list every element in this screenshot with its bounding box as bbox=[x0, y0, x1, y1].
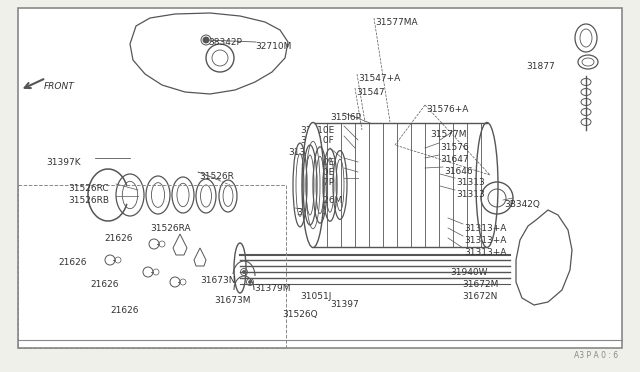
Text: 31410F: 31410F bbox=[300, 136, 333, 145]
Text: 31577MA: 31577MA bbox=[375, 18, 418, 27]
Text: 31084: 31084 bbox=[296, 208, 324, 217]
Text: FRONT: FRONT bbox=[44, 82, 75, 91]
Circle shape bbox=[243, 270, 246, 273]
Circle shape bbox=[248, 280, 252, 283]
Text: 31526M: 31526M bbox=[306, 196, 342, 205]
Text: 31526R: 31526R bbox=[199, 172, 234, 181]
Text: 31877: 31877 bbox=[526, 62, 555, 71]
Text: 31410E: 31410E bbox=[300, 168, 334, 177]
Bar bbox=[18, 185, 286, 348]
Ellipse shape bbox=[302, 122, 324, 247]
Text: 31397K: 31397K bbox=[46, 158, 81, 167]
Text: 21626: 21626 bbox=[104, 234, 132, 243]
Text: 21626: 21626 bbox=[58, 258, 86, 267]
Text: 31526RB: 31526RB bbox=[68, 196, 109, 205]
Text: 31313+A: 31313+A bbox=[464, 248, 506, 257]
Text: 31344: 31344 bbox=[288, 148, 317, 157]
Text: 31313: 31313 bbox=[456, 190, 484, 199]
Text: 21626: 21626 bbox=[110, 306, 138, 315]
Circle shape bbox=[203, 37, 209, 43]
Text: 31397: 31397 bbox=[330, 300, 359, 309]
Text: 31672N: 31672N bbox=[462, 292, 497, 301]
Text: 31577M: 31577M bbox=[430, 130, 467, 139]
Text: A3 P A 0 : 6: A3 P A 0 : 6 bbox=[574, 351, 618, 360]
Text: 31940W: 31940W bbox=[450, 268, 488, 277]
Text: 31526RC: 31526RC bbox=[68, 184, 109, 193]
Text: 31313: 31313 bbox=[456, 178, 484, 187]
Text: 31547+A: 31547+A bbox=[358, 74, 400, 83]
Text: 31547: 31547 bbox=[356, 88, 385, 97]
Text: 32710M: 32710M bbox=[255, 42, 291, 51]
Text: 31646: 31646 bbox=[444, 167, 472, 176]
Text: 31379M: 31379M bbox=[254, 284, 291, 293]
Text: 31410E: 31410E bbox=[300, 158, 334, 167]
Text: 31526Q: 31526Q bbox=[282, 310, 317, 319]
Text: 31410E: 31410E bbox=[300, 126, 334, 135]
Text: 31517P: 31517P bbox=[300, 178, 334, 187]
Text: 3B342Q: 3B342Q bbox=[504, 200, 540, 209]
Text: 31647: 31647 bbox=[440, 155, 468, 164]
Text: 31313+A: 31313+A bbox=[464, 236, 506, 245]
Text: 315l6P: 315l6P bbox=[330, 113, 361, 122]
Text: 31576+A: 31576+A bbox=[426, 105, 468, 114]
Text: 21626: 21626 bbox=[90, 280, 118, 289]
Text: 31526RA: 31526RA bbox=[150, 224, 191, 233]
Text: 31673N: 31673N bbox=[200, 276, 236, 285]
Text: 31313+A: 31313+A bbox=[464, 224, 506, 233]
Text: 31673M: 31673M bbox=[214, 296, 250, 305]
Text: 31051J: 31051J bbox=[300, 292, 332, 301]
Text: 31672M: 31672M bbox=[462, 280, 499, 289]
Text: 31576: 31576 bbox=[440, 143, 468, 152]
Text: 38342P: 38342P bbox=[208, 38, 242, 47]
